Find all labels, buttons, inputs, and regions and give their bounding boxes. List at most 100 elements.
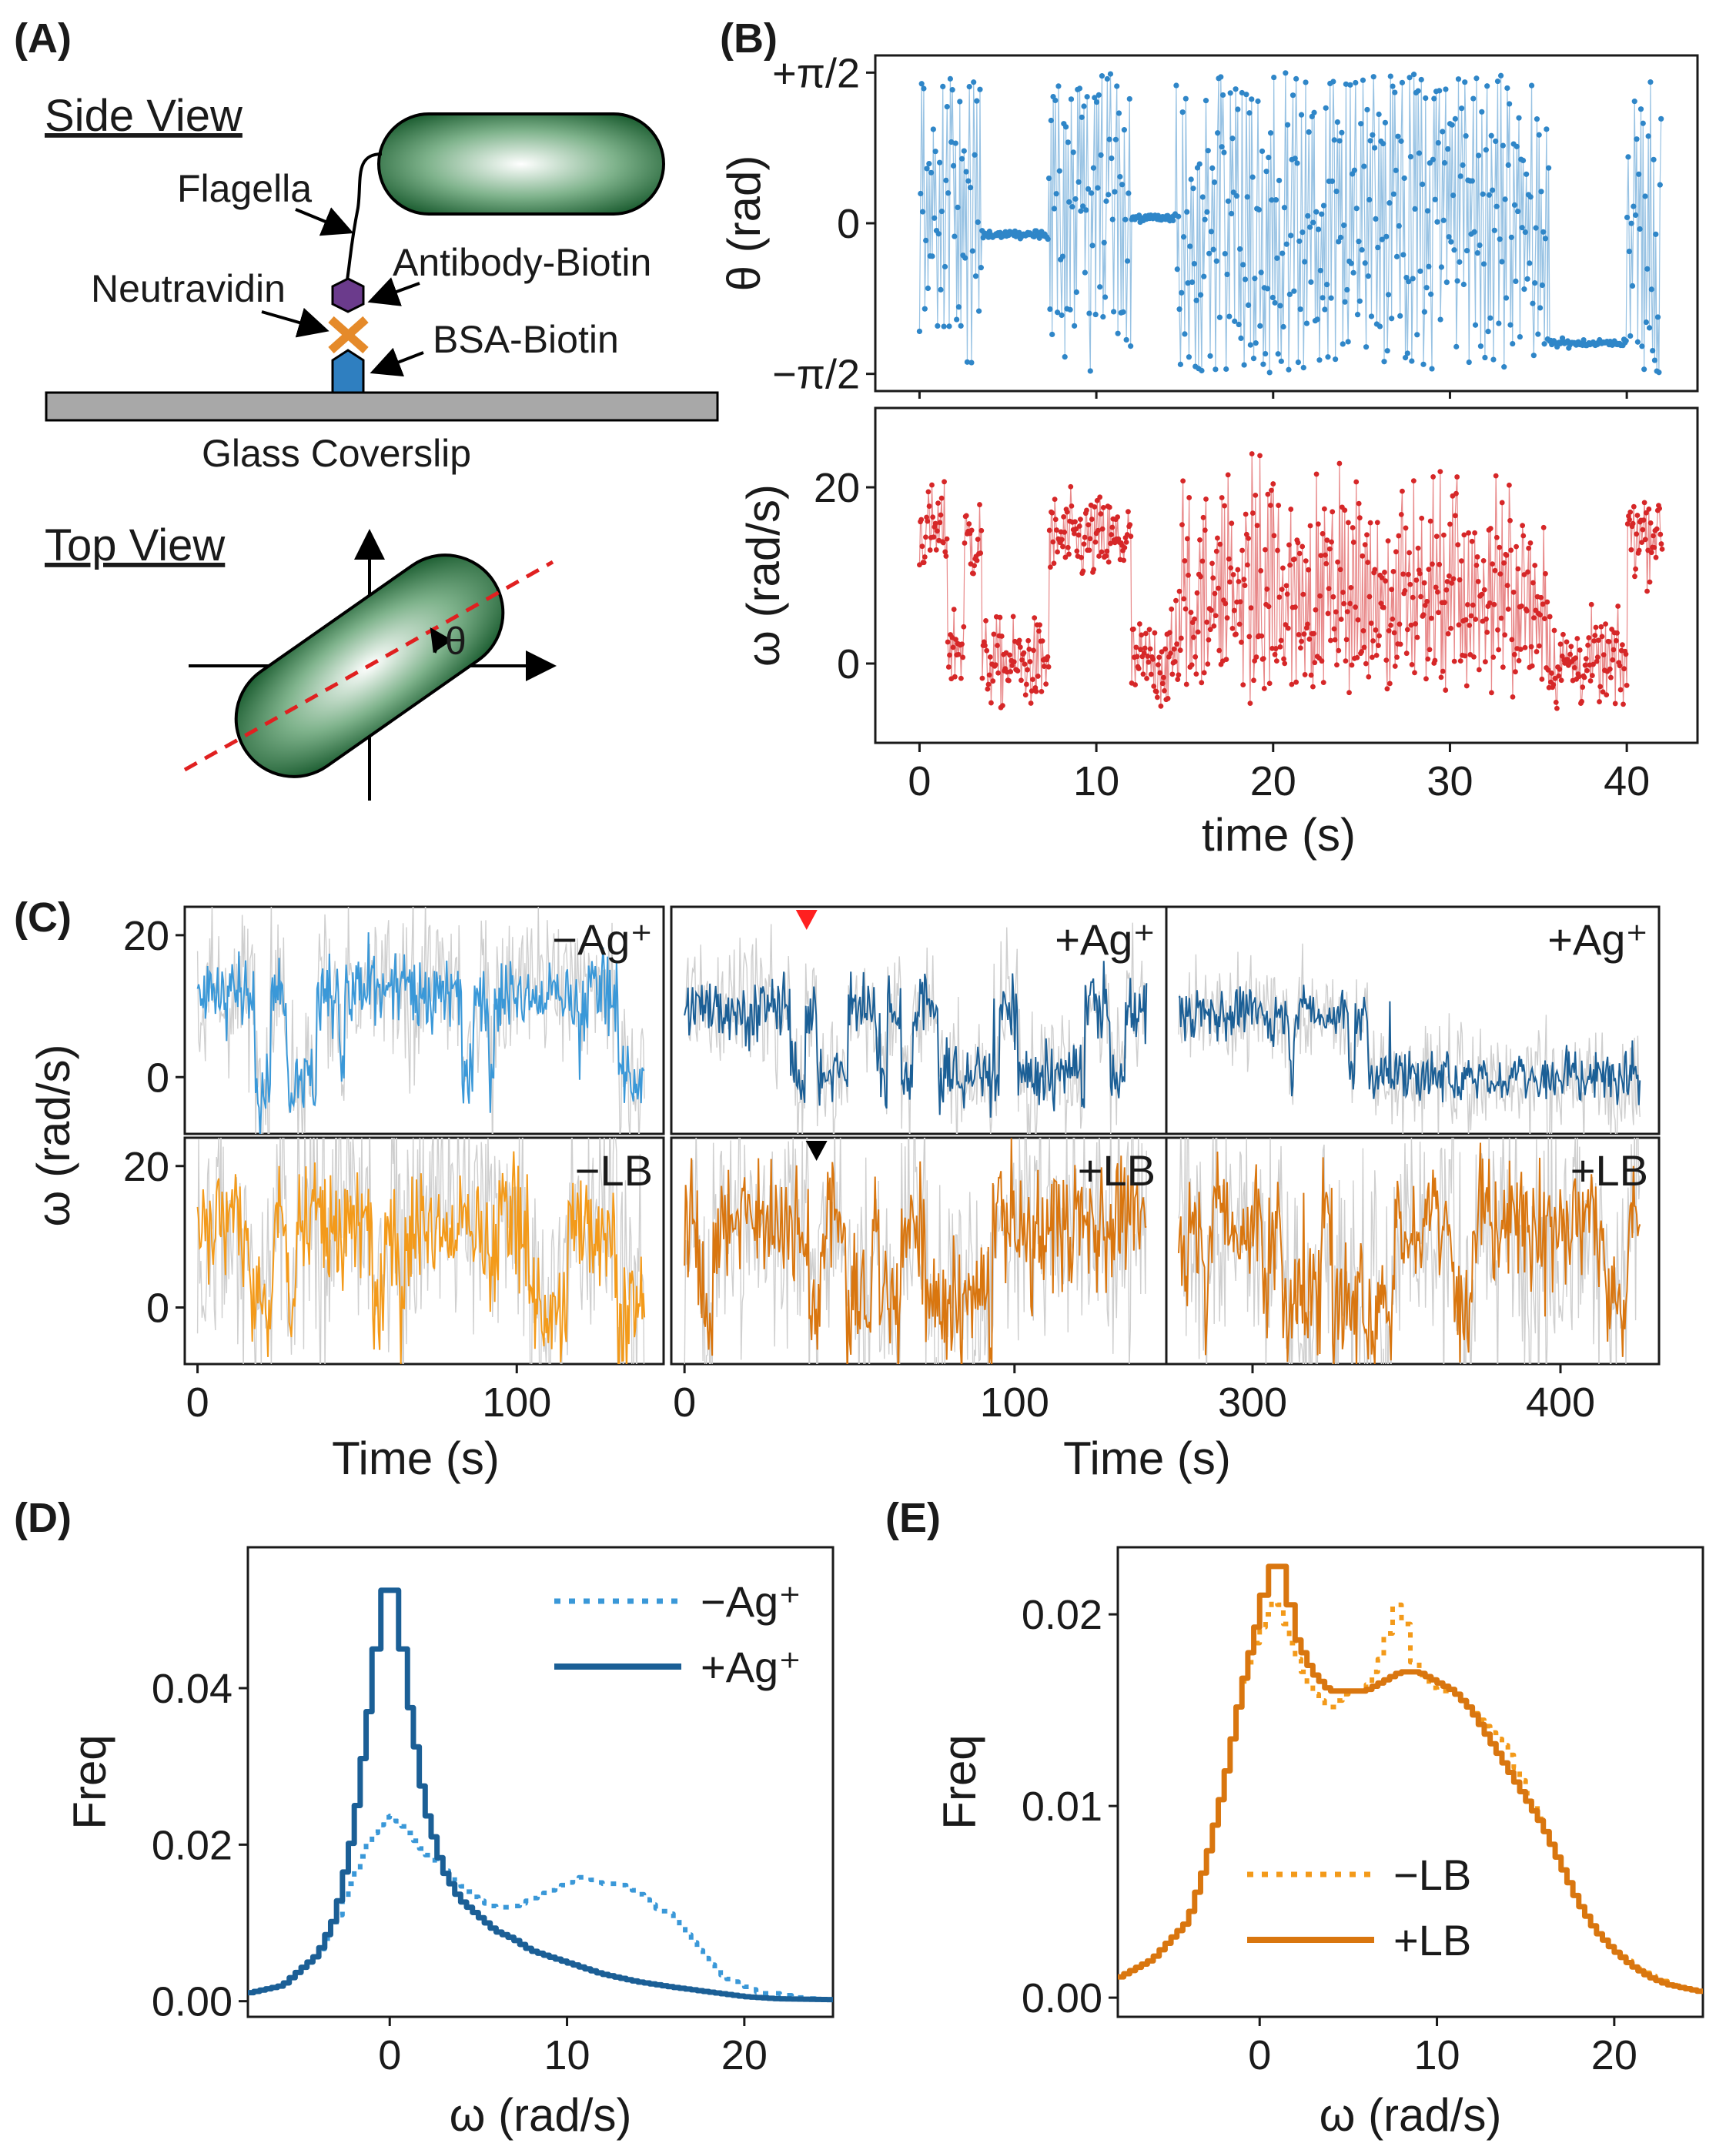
omega-point	[1080, 568, 1086, 574]
omega-point	[1146, 627, 1152, 633]
theta-point	[1089, 242, 1095, 249]
omega-point	[1594, 654, 1601, 660]
omega-point	[1195, 629, 1201, 635]
omega-point	[1560, 631, 1566, 637]
theta-point	[968, 359, 975, 366]
omega-point	[1082, 534, 1088, 540]
theta-point	[1180, 234, 1187, 240]
omega-point	[931, 534, 937, 540]
theta-point	[1510, 340, 1516, 347]
omega-xtick-label: 10	[1073, 758, 1119, 804]
theta-point	[1112, 136, 1119, 142]
theta-point	[1451, 247, 1457, 253]
omega-point	[1136, 621, 1142, 627]
omega-point	[1333, 609, 1339, 615]
theta-point	[1504, 85, 1510, 92]
theta-point	[1396, 222, 1402, 229]
theta-ytick-label: −π/2	[772, 352, 860, 398]
theta-point	[1629, 283, 1636, 289]
theta-point	[1370, 132, 1376, 138]
omega-point	[1036, 628, 1042, 634]
omega-point	[945, 639, 951, 645]
omega-point	[1576, 674, 1582, 680]
omega-point	[983, 618, 988, 624]
theta-point	[1470, 95, 1477, 102]
omega-point	[1457, 658, 1463, 664]
theta-point	[1213, 366, 1219, 373]
diagram-panel-a: Side View Flagella Antibody-Biotin Neutr…	[45, 91, 719, 801]
omega-point	[1025, 667, 1030, 673]
omega-point	[1581, 674, 1587, 680]
theta-ytick-label: 0	[837, 201, 860, 247]
omega-point	[1441, 532, 1447, 538]
omega-point	[995, 643, 1000, 648]
omega-point	[963, 513, 969, 519]
theta-point	[1185, 280, 1191, 286]
omega-point	[1217, 541, 1223, 547]
theta-point	[1322, 306, 1328, 313]
cell-body-side	[377, 112, 665, 216]
theta-point	[918, 81, 925, 87]
omega-point	[1403, 650, 1410, 657]
theta-point	[1514, 143, 1520, 149]
omega-point	[1095, 527, 1101, 533]
omega-point	[1473, 617, 1479, 622]
theta-point	[950, 162, 957, 169]
theta-point	[1082, 269, 1088, 276]
omega-point	[1584, 667, 1590, 674]
theta-point	[972, 273, 979, 279]
omega-point	[1362, 542, 1368, 548]
omega-point	[1472, 530, 1478, 536]
theta-point	[1351, 167, 1358, 173]
theta-point	[1358, 121, 1364, 127]
omega-point	[1041, 664, 1047, 670]
omega-point	[1348, 584, 1354, 590]
omega-point	[947, 652, 952, 658]
theta-point	[1477, 242, 1483, 249]
omega-point	[1383, 657, 1390, 664]
omega-point	[1313, 607, 1319, 613]
theta-point	[1648, 286, 1654, 293]
omega-ylabel: ω (rad/s)	[738, 484, 789, 667]
omega-point	[1329, 539, 1334, 545]
omega-point	[1059, 537, 1065, 543]
C-Ag-plus-1-marker-triangle	[795, 910, 818, 930]
omega-point	[1215, 535, 1220, 541]
theta-point	[1105, 192, 1112, 198]
omega-point	[1103, 553, 1109, 559]
theta-point	[964, 359, 971, 365]
E-legend-label-0: −LB	[1393, 1851, 1471, 1899]
omega-point	[1415, 545, 1421, 551]
c-xlabel-right: Time (s)	[1063, 1433, 1231, 1484]
C-LB-plus-1-label: +LB	[1078, 1146, 1156, 1195]
omega-point	[1513, 669, 1518, 675]
omega-point	[1132, 682, 1139, 687]
theta-point	[1375, 244, 1381, 251]
theta-point	[1062, 124, 1069, 130]
theta-point	[1306, 129, 1312, 135]
theta-point	[961, 148, 967, 154]
omega-point	[1019, 657, 1025, 663]
theta-point	[1055, 83, 1062, 89]
omega-point	[1332, 637, 1338, 643]
label-bsa: BSA-Biotin	[433, 318, 619, 361]
omega-point	[1278, 637, 1284, 644]
C-LB-minus-series	[196, 1138, 646, 1364]
theta-point	[1333, 356, 1339, 363]
omega-line	[918, 453, 1663, 709]
omega-point	[1325, 610, 1331, 617]
omega-point	[1085, 522, 1092, 528]
omega-point	[1627, 517, 1632, 523]
theta-point	[1093, 99, 1100, 105]
theta-point	[1650, 347, 1656, 354]
omega-point	[1510, 589, 1517, 595]
omega-point	[1390, 616, 1396, 622]
omega-point	[1148, 671, 1154, 677]
b-omega-frame	[874, 406, 1699, 744]
omega-point	[1473, 562, 1480, 568]
omega-point	[1182, 606, 1189, 612]
theta-point	[1109, 155, 1115, 162]
omega-point	[1588, 601, 1594, 607]
omega-point	[1484, 630, 1490, 635]
c-col0-xtick-label: 100	[482, 1379, 551, 1426]
